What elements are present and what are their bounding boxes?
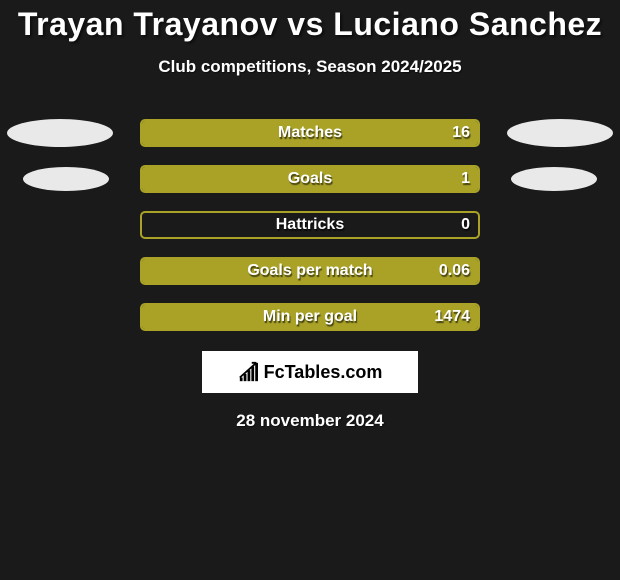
stat-bar: Matches16 (140, 119, 480, 147)
stat-right-value: 1 (461, 170, 470, 188)
stat-right-value: 0.06 (439, 262, 470, 280)
comparison-date: 28 november 2024 (0, 411, 620, 431)
stat-right-value: 0 (461, 216, 470, 234)
stat-right-value: 16 (452, 124, 470, 142)
stat-row: Min per goal1474 (0, 303, 620, 331)
comparison-title: Trayan Trayanov vs Luciano Sanchez (0, 0, 620, 43)
player-right-marker (511, 167, 597, 191)
stat-label: Min per goal (142, 308, 478, 326)
stat-row: Hattricks0 (0, 211, 620, 239)
stat-label: Goals (142, 170, 478, 188)
brand-text: FcTables.com (264, 362, 383, 383)
stat-row: Goals1 (0, 165, 620, 193)
stat-label: Goals per match (142, 262, 478, 280)
stat-bar: Goals per match0.06 (140, 257, 480, 285)
brand-box[interactable]: FcTables.com (202, 351, 418, 393)
stat-row: Goals per match0.06 (0, 257, 620, 285)
stat-bar: Min per goal1474 (140, 303, 480, 331)
stat-bar: Hattricks0 (140, 211, 480, 239)
stat-label: Hattricks (142, 216, 478, 234)
stat-rows-container: Matches16 Goals1 Hattricks0 Goals per match… (0, 119, 620, 331)
player-left-marker (7, 119, 113, 147)
stat-bar: Goals1 (140, 165, 480, 193)
comparison-subtitle: Club competitions, Season 2024/2025 (0, 57, 620, 77)
player-left-marker (23, 167, 109, 191)
stat-row: Matches16 (0, 119, 620, 147)
bars-icon (238, 361, 260, 383)
player-right-marker (507, 119, 613, 147)
stat-label: Matches (142, 124, 478, 142)
stat-right-value: 1474 (434, 308, 470, 326)
